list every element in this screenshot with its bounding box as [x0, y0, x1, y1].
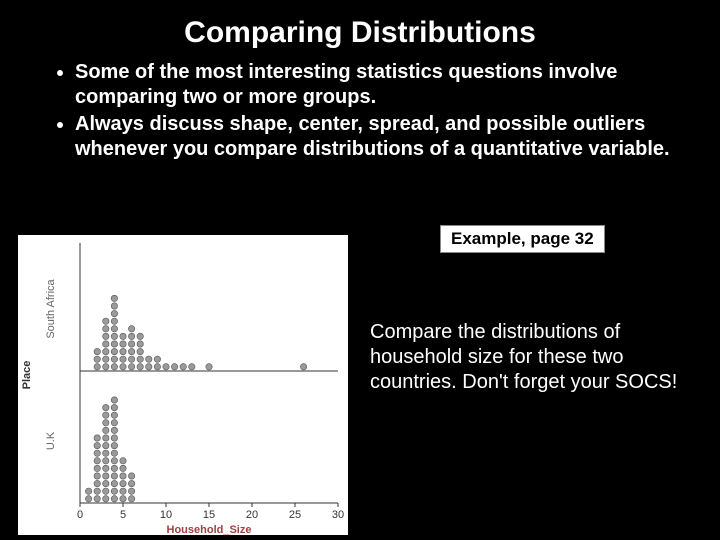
svg-text:0: 0 — [77, 509, 83, 521]
bullet-list: Some of the most interesting statistics … — [0, 60, 720, 162]
compare-instruction: Compare the distributions of household s… — [370, 320, 700, 395]
page-title: Comparing Distributions — [0, 0, 720, 60]
svg-text:10: 10 — [160, 509, 172, 521]
bullet-item: Some of the most interesting statistics … — [75, 60, 690, 110]
svg-text:U.K: U.K — [45, 431, 57, 450]
svg-text:25: 25 — [289, 509, 301, 521]
svg-text:20: 20 — [246, 509, 258, 521]
svg-text:5: 5 — [120, 509, 126, 521]
svg-text:15: 15 — [203, 509, 215, 521]
dotplot-chart: Place South Africa U.K 0 5 10 15 20 25 30 Househol… — [18, 235, 348, 535]
svg-text:Household_Size: Household_Size — [167, 524, 252, 535]
example-label: Example, page 32 — [440, 225, 605, 253]
svg-text:30: 30 — [332, 509, 344, 521]
bullet-item: Always discuss shape, center, spread, an… — [75, 112, 690, 162]
svg-text:South Africa: South Africa — [45, 278, 57, 338]
svg-text:Place: Place — [21, 361, 33, 390]
